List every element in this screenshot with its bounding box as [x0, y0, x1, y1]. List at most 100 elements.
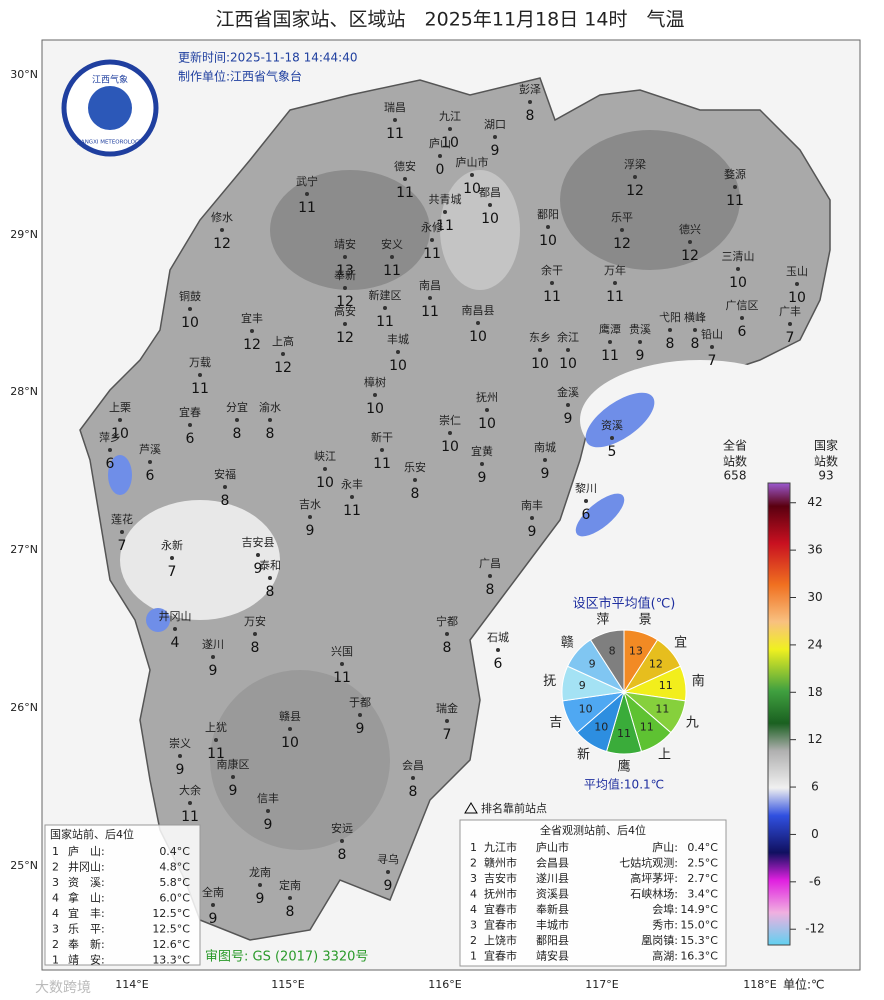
- table-cell: 宜春市: [484, 918, 517, 932]
- pie-label: 上: [658, 748, 671, 763]
- station-dot: [445, 632, 449, 636]
- station-value: 12: [213, 236, 231, 252]
- total-count: 658: [724, 469, 747, 483]
- table-cell: 6.0°C: [159, 892, 190, 905]
- lon-label: 118°E: [743, 978, 776, 991]
- station-name: 丰城: [387, 333, 409, 346]
- table-cell: 1: [470, 950, 477, 963]
- color-bar: [767, 482, 791, 946]
- station-dot: [488, 574, 492, 578]
- station-value: 9: [176, 762, 185, 778]
- station-value: 11: [601, 348, 619, 364]
- station-name: 共青城: [429, 193, 462, 206]
- station-name: 寻乌: [377, 852, 399, 866]
- station-value: 10: [281, 735, 299, 751]
- pie-value: 11: [617, 727, 631, 740]
- station-value: 10: [441, 439, 459, 455]
- station-dot: [550, 281, 554, 285]
- station-name: 宜黄: [471, 444, 493, 458]
- station-dot: [308, 515, 312, 519]
- lake: [440, 170, 520, 290]
- pie-label: 吉: [549, 716, 562, 731]
- station-dot: [188, 423, 192, 427]
- station-name: 广昌: [479, 557, 501, 570]
- pie-label: 新: [577, 747, 590, 763]
- station-value: 12: [243, 337, 261, 353]
- station-name: 永修: [421, 220, 443, 234]
- station-name: 上犹: [205, 721, 227, 734]
- table-cell: 4: [52, 892, 59, 905]
- station-name: 都昌: [479, 186, 501, 199]
- station-name: 南丰: [521, 499, 543, 512]
- station-dot: [120, 530, 124, 534]
- station-value: 8: [411, 486, 420, 502]
- station-value: 9: [209, 911, 218, 927]
- station-value: 13: [336, 263, 354, 279]
- pie-value: 10: [579, 703, 593, 716]
- station-value: 11: [423, 246, 441, 262]
- table-cell: 九江市: [484, 840, 517, 854]
- terrain-shade: [560, 130, 740, 270]
- station-dot: [710, 345, 714, 349]
- table-cell: 遂川县: [536, 871, 569, 885]
- station-value: 9: [528, 524, 537, 540]
- station-name: 泰和: [259, 558, 281, 572]
- station-value: 5: [608, 444, 617, 460]
- pie-value: 9: [579, 679, 586, 692]
- table-cell: 奉 新:: [68, 937, 105, 951]
- total-label: 站数: [723, 454, 747, 469]
- table-cell: 奉新县: [536, 902, 569, 916]
- station-dot: [445, 719, 449, 723]
- station-value: 9: [384, 878, 393, 894]
- station-value: 4: [171, 635, 180, 651]
- station-dot: [178, 754, 182, 758]
- logo-text: 江西气象: [92, 74, 128, 86]
- pie-value: 12: [649, 657, 663, 670]
- station-value: 6: [146, 468, 155, 484]
- station-value: 6: [738, 324, 747, 340]
- lat-label: 28°N: [10, 385, 38, 398]
- station-dot: [343, 255, 347, 259]
- station-value: 11: [207, 746, 225, 762]
- station-value: 10: [366, 401, 384, 417]
- color-tick-label: 36: [807, 543, 822, 557]
- station-dot: [448, 127, 452, 131]
- station-dot: [633, 175, 637, 179]
- table-cell: 吉安市: [484, 871, 517, 885]
- station-name: 万年: [604, 263, 626, 277]
- station-name: 余江: [557, 330, 579, 344]
- station-value: 10: [389, 358, 407, 374]
- station-value: 12: [626, 183, 644, 199]
- station-value: 9: [264, 817, 273, 833]
- station-dot: [688, 240, 692, 244]
- station-value: 9: [306, 523, 315, 539]
- station-name: 南城: [534, 441, 556, 454]
- cold-area: [585, 392, 655, 448]
- station-name: 贵溪: [629, 323, 651, 336]
- station-name: 安远: [331, 821, 353, 835]
- terrain-light: [120, 500, 280, 620]
- station-dot: [736, 267, 740, 271]
- watermark: 大数跨境: [35, 980, 91, 996]
- station-value: 8: [443, 640, 452, 656]
- station-value: 11: [343, 503, 361, 519]
- station-value: 10: [441, 135, 459, 151]
- unit: 单位:℃: [783, 977, 825, 992]
- station-name: 鹰潭: [599, 322, 621, 336]
- station-dot: [281, 352, 285, 356]
- station-value: 8: [666, 336, 675, 352]
- table-cell: 靖安县: [536, 949, 569, 963]
- station-name: 庐山: [429, 136, 451, 150]
- station-name: 宜丰: [241, 311, 263, 325]
- table-cell: 七姑坑观测:: [619, 856, 678, 870]
- station-value: 10: [539, 233, 557, 249]
- table-cell: 高湖:: [652, 949, 678, 963]
- station-value: 8: [286, 904, 295, 920]
- station-name: 三清山: [722, 250, 755, 263]
- station-dot: [256, 553, 260, 557]
- station-name: 抚州: [476, 390, 498, 404]
- station-name: 万载: [189, 356, 211, 369]
- station-name: 龙南: [249, 866, 271, 879]
- pie-value: 13: [629, 645, 643, 658]
- station-dot: [668, 328, 672, 332]
